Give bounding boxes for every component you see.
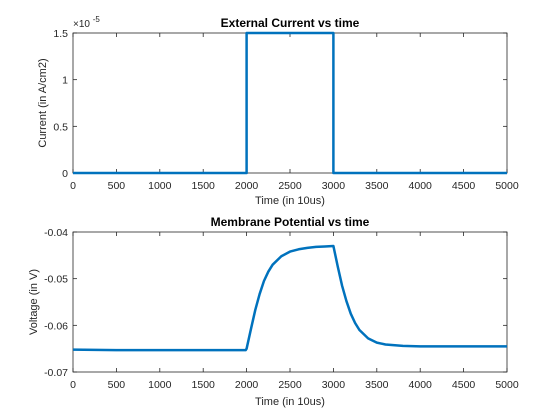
voltage-chart-xtick-label: 2000 [235,379,259,391]
current-chart-ytick-label: 1 [62,75,68,87]
voltage-chart-ytick-label: -0.06 [44,320,68,332]
current-chart-xtick-label: 500 [108,180,126,192]
current-chart-axes [72,32,508,174]
current-chart-tick-labels: 0 500 1000 1500 2000 2500 3000 3500 4000 4500 5000… [53,28,518,192]
current-chart-xtick-label: 1500 [192,180,216,192]
current-chart-xtick-label: 2500 [278,180,302,192]
exponent-base: ×10 [73,19,90,30]
current-chart-xtick-label: 3000 [322,180,346,192]
current-chart-series-line [73,31,507,175]
current-chart-ylabel: Current (in A/cm2) [37,58,49,147]
voltage-chart-xtick-label: 5000 [495,379,519,391]
voltage-chart-xtick-label: 3500 [365,379,389,391]
exponent-power: -5 [93,15,101,24]
voltage-chart-tick-labels: 0 500 1000 1500 2000 2500 3000 3500 4000 4500 5000… [44,227,519,391]
current-chart-xtick-label: 5000 [495,180,519,192]
current-chart-xtick-label: 4500 [452,180,476,192]
voltage-chart-xtick-label: 1500 [192,379,216,391]
voltage-chart-xtick-label: 4000 [409,379,433,391]
voltage-chart-ticks [72,231,508,373]
current-chart-xtick-label: 1000 [148,180,172,192]
voltage-chart-xtick-label: 4500 [452,379,476,391]
current-chart-xtick-label: 2000 [235,180,259,192]
voltage-chart-series [72,244,507,352]
voltage-chart-title: Membrane Potential vs time [211,215,370,229]
voltage-chart: 0 500 1000 1500 2000 2500 3000 3500 4000 4500 5000… [28,215,519,408]
current-chart-title: External Current vs time [221,16,360,30]
current-chart-ytick-label: 0.5 [53,121,68,133]
voltage-chart-ylabel: Voltage (in V) [28,269,40,335]
voltage-chart-series-line [72,244,507,352]
current-chart-xtick-label: 0 [70,180,76,192]
voltage-chart-xtick-label: 500 [108,379,126,391]
current-chart-series [73,31,507,175]
current-chart-xtick-label: 4000 [409,180,433,192]
voltage-chart-ytick-label: -0.04 [44,227,68,239]
voltage-chart-axes [72,231,508,373]
voltage-chart-xtick-label: 0 [70,379,76,391]
current-chart-xtick-label: 3500 [365,180,389,192]
current-chart: 0 500 1000 1500 2000 2500 3000 3500 4000 4500 5000… [37,15,519,207]
current-chart-ytick-label: 0 [62,168,68,180]
voltage-chart-xtick-label: 2500 [278,379,302,391]
voltage-chart-xtick-label: 1000 [148,379,172,391]
voltage-chart-xlabel: Time (in 10us) [255,396,325,408]
voltage-chart-xtick-label: 3000 [322,379,346,391]
voltage-chart-ytick-label: -0.05 [44,274,68,286]
current-chart-exponent: ×10 -5 [73,15,100,30]
current-chart-xlabel: Time (in 10us) [255,195,325,207]
current-chart-ytick-label: 1.5 [53,28,68,40]
voltage-chart-ytick-label: -0.07 [44,367,68,379]
